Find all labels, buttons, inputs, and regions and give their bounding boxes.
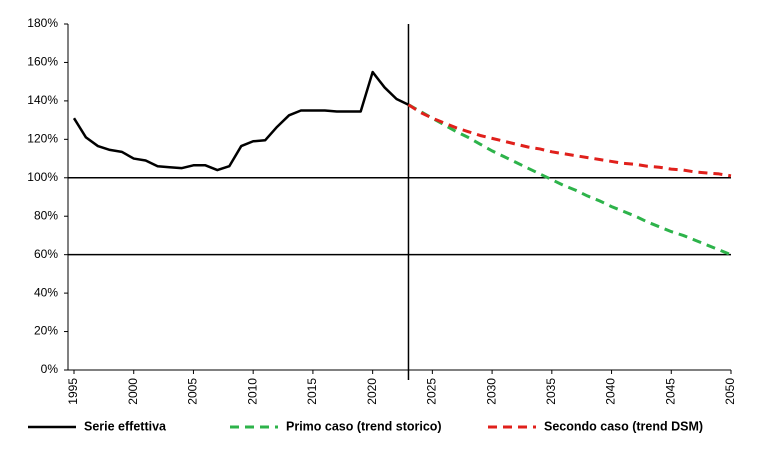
x-tick-label: 2010 <box>245 378 259 405</box>
y-tick-label: 80% <box>34 208 58 222</box>
series-line <box>72 70 410 172</box>
x-tick-label: 2035 <box>544 378 558 405</box>
x-tick-label: 2045 <box>663 378 677 405</box>
x-tick-label: 2040 <box>604 378 618 405</box>
x-tick-label: 2030 <box>484 378 498 405</box>
y-tick-label: 100% <box>27 170 58 184</box>
y-tick-label: 180% <box>27 16 58 30</box>
y-tick-label: 40% <box>34 285 58 299</box>
series-line <box>407 103 732 257</box>
legend-label: Secondo caso (trend DSM) <box>544 419 703 433</box>
legend-label: Serie effettiva <box>84 419 167 433</box>
x-tick-label: 2020 <box>365 378 379 405</box>
x-tick-label: 2015 <box>305 378 319 405</box>
x-tick-label: 2050 <box>723 378 737 405</box>
x-tick-label: 1995 <box>66 378 80 405</box>
legend-label: Primo caso (trend storico) <box>286 419 442 433</box>
y-tick-label: 160% <box>27 55 58 69</box>
x-tick-label: 2000 <box>126 378 140 405</box>
y-tick-label: 60% <box>34 247 58 261</box>
x-tick-label: 2025 <box>425 378 439 405</box>
y-tick-label: 120% <box>27 132 58 146</box>
series-line <box>407 103 732 178</box>
y-tick-label: 20% <box>34 324 58 338</box>
x-tick-label: 2005 <box>186 378 200 405</box>
y-tick-label: 140% <box>27 93 58 107</box>
y-tick-label: 0% <box>41 362 59 376</box>
